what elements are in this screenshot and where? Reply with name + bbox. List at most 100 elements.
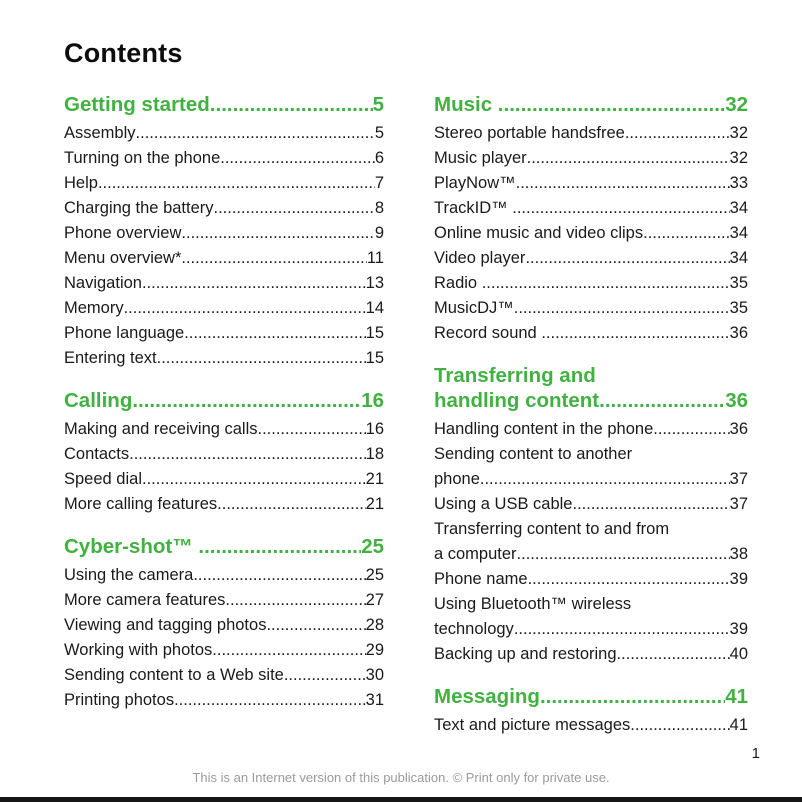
toc-entry-page-number: 27 (365, 591, 384, 609)
toc-entry: Navigation 13 (64, 271, 384, 296)
toc-entry-page-number: 32 (729, 149, 748, 167)
dot-leader (212, 638, 365, 663)
section-heading: Calling 16 (64, 388, 384, 413)
dot-leader (184, 321, 365, 346)
toc-entry-page-number: 21 (365, 495, 384, 513)
section-title: handling content (434, 389, 600, 412)
toc-entry: Transferring content to and from a comput… (434, 517, 748, 567)
dot-leader (181, 246, 366, 271)
toc-entry: Menu overview* 11 (64, 246, 384, 271)
toc-entry-line1: Using Bluetooth™ wireless (434, 595, 632, 613)
toc-entry-page-number: 8 (374, 199, 384, 217)
toc-entry-page-number: 15 (365, 324, 384, 342)
toc-entry-title: More camera features (64, 591, 226, 609)
dot-leader (514, 617, 730, 642)
toc-entry: Printing photos 31 (64, 688, 384, 713)
toc-entry-title: Phone name (434, 570, 528, 588)
toc-entry: Help 7 (64, 171, 384, 196)
section-heading: Getting started 5 (64, 92, 384, 117)
toc-entry: Sending content to another phone 37 (434, 442, 748, 492)
section-heading: Music 32 (434, 92, 748, 117)
toc-entry-title: Viewing and tagging photos (64, 616, 267, 634)
toc-entry-line: Music player 32 (434, 146, 748, 171)
toc-entry-title: Online music and video clips (434, 224, 644, 242)
toc-entry-line: Assembly 5 (64, 121, 384, 146)
dot-leader (124, 296, 366, 321)
toc-entry-line: PlayNow™ 33 (434, 171, 748, 196)
toc-entry-page-number: 32 (729, 124, 748, 142)
toc-entry-line: Viewing and tagging photos 28 (64, 613, 384, 638)
dot-leader (498, 92, 725, 117)
section-heading-line: Messaging 41 (434, 684, 748, 709)
dot-leader (653, 417, 729, 442)
toc-entry-title: Menu overview* (64, 249, 182, 267)
toc-entry-title: Turning on the phone (64, 149, 221, 167)
dot-leader (258, 417, 366, 442)
section-heading: Messaging 41 (434, 684, 748, 709)
toc-entry: More calling features 21 (64, 492, 384, 517)
dot-leader (136, 121, 375, 146)
toc-entry-title: phone (434, 470, 480, 488)
dot-leader (220, 146, 375, 171)
toc-entry-page-number: 39 (729, 620, 748, 638)
toc-entry-title: Using the camera (64, 566, 194, 584)
toc-entry: Sending content to a Web site 30 (64, 663, 384, 688)
toc-entry: Record sound 36 (434, 321, 748, 346)
toc-entry-line: Making and receiving calls 16 (64, 417, 384, 442)
dot-leader (540, 684, 725, 709)
toc-entry-line1: Transferring content to and from (434, 520, 670, 538)
section-heading-line: Calling 16 (64, 388, 384, 413)
dot-leader (482, 271, 730, 296)
toc-entry-page-number: 5 (374, 124, 384, 142)
toc-entry-line: Using the camera 25 (64, 563, 384, 588)
toc-entry-line: Phone language 15 (64, 321, 384, 346)
toc-entry-line: Radio 35 (434, 271, 748, 296)
section-page-number: 36 (725, 389, 748, 412)
dot-leader (527, 146, 730, 171)
toc-entry-line: a computer 38 (434, 542, 748, 567)
toc-entry-line: Backing up and restoring 40 (434, 642, 748, 667)
toc-entry-line: Phone name 39 (434, 567, 748, 592)
dot-leader (193, 563, 365, 588)
section-title: Cyber-shot™ (64, 535, 199, 558)
dot-leader (198, 534, 361, 559)
toc-entry-page-number: 33 (729, 174, 748, 192)
toc-entry-title: Contacts (64, 445, 130, 463)
toc-entry-page-number: 37 (729, 495, 748, 513)
toc-entry-page-number: 28 (365, 616, 384, 634)
toc-entry-line: Phone overview 9 (64, 221, 384, 246)
section-page-number: 5 (372, 93, 384, 116)
toc-entry-title: Radio (434, 274, 482, 292)
toc-entry: Entering text 15 (64, 346, 384, 371)
section-heading-line: Music 32 (434, 92, 748, 117)
toc-entry-page-number: 34 (729, 199, 748, 217)
dot-leader (630, 713, 729, 738)
toc-entry-page-number: 21 (365, 470, 384, 488)
toc-entry-page-number: 14 (365, 299, 384, 317)
toc-entry: Charging the battery 8 (64, 196, 384, 221)
toc-entry-title: PlayNow™ (434, 174, 516, 192)
footer-note: This is an Internet version of this publ… (192, 770, 610, 785)
toc-entry: Viewing and tagging photos 28 (64, 613, 384, 638)
toc-entry-line: Help 7 (64, 171, 384, 196)
toc-entry-page-number: 6 (374, 149, 384, 167)
toc-entry-title: Phone language (64, 324, 185, 342)
toc-entry-line: TrackID™ 34 (434, 196, 748, 221)
toc-entry-title: Memory (64, 299, 124, 317)
toc-entry-page-number: 35 (729, 299, 748, 317)
toc-entry: PlayNow™ 33 (434, 171, 748, 196)
dot-leader (181, 221, 374, 246)
section-page-number: 32 (725, 93, 748, 116)
toc-entry-title: Entering text (64, 349, 157, 367)
dot-leader (573, 492, 730, 517)
toc-entry-title: Phone overview (64, 224, 182, 242)
toc-entry-title: Music player (434, 149, 527, 167)
toc-entry: Working with photos 29 (64, 638, 384, 663)
toc-entry: Using the camera 25 (64, 563, 384, 588)
dot-leader (225, 588, 365, 613)
section-page-number: 41 (725, 685, 748, 708)
section-title: Calling (64, 389, 133, 412)
toc-entry-page-number: 34 (729, 224, 748, 242)
section-heading-line: handling content 36 (434, 388, 748, 413)
